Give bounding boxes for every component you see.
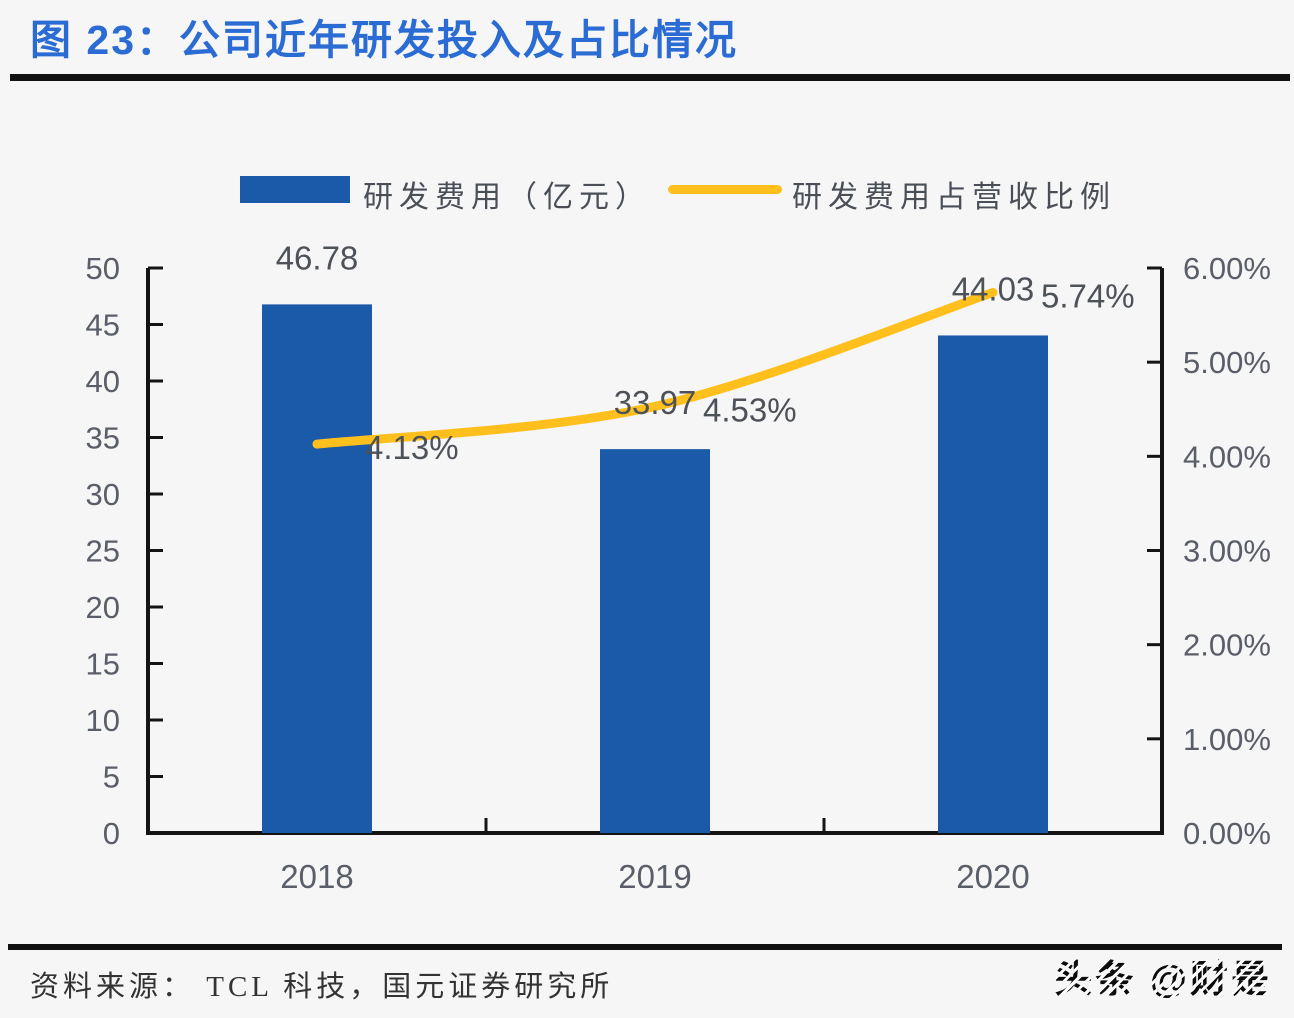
bar-value-label-2020: 44.03 bbox=[952, 270, 1035, 307]
title-divider bbox=[10, 74, 1290, 81]
watermark: 头条 @财是 bbox=[1054, 948, 1272, 1003]
legend-bar-swatch bbox=[240, 176, 350, 203]
legend-line-swatch bbox=[668, 185, 782, 194]
category-label-2020: 2020 bbox=[956, 858, 1029, 895]
left-axis-label: 5 bbox=[103, 760, 120, 795]
bar-2020 bbox=[938, 335, 1048, 833]
legend-bar-label: 研发费用（亿元） bbox=[363, 181, 651, 214]
ratio-line bbox=[312, 287, 998, 449]
left-axis-label: 30 bbox=[86, 477, 120, 512]
left-axis-label: 45 bbox=[86, 308, 120, 343]
left-axis-label: 10 bbox=[86, 703, 120, 738]
bar-2018 bbox=[262, 304, 372, 833]
line-value-label-2020: 5.74% bbox=[1041, 277, 1135, 314]
legend-line-label: 研发费用占营收比例 bbox=[792, 181, 1116, 214]
right-axis-label: 1.00% bbox=[1183, 722, 1271, 757]
right-axis-label: 3.00% bbox=[1183, 534, 1271, 569]
category-label-2019: 2019 bbox=[618, 858, 691, 895]
right-axis-label: 4.00% bbox=[1183, 439, 1271, 474]
footer-divider bbox=[8, 944, 1282, 950]
line-value-label-2019: 4.53% bbox=[703, 391, 797, 428]
left-axis-label: 0 bbox=[103, 816, 120, 851]
left-axis-label: 50 bbox=[86, 251, 120, 286]
bar-value-label-2019: 33.97 bbox=[614, 384, 697, 421]
left-axis-label: 40 bbox=[86, 364, 120, 399]
left-axis-label: 20 bbox=[86, 590, 120, 625]
line-value-label-2018: 4.13% bbox=[365, 429, 459, 466]
bar-2019 bbox=[600, 449, 710, 833]
right-axis-label: 5.00% bbox=[1183, 345, 1271, 380]
right-axis-label: 2.00% bbox=[1183, 628, 1271, 663]
left-axis-label: 35 bbox=[86, 421, 120, 456]
right-axis-label: 6.00% bbox=[1183, 251, 1271, 286]
left-axis-label: 25 bbox=[86, 534, 120, 569]
bar-value-label-2018: 46.78 bbox=[276, 239, 359, 276]
source-note: 资料来源： TCL 科技，国元证券研究所 bbox=[30, 971, 614, 1003]
category-label-2018: 2018 bbox=[280, 858, 353, 895]
right-axis-label: 0.00% bbox=[1183, 816, 1271, 851]
left-axis-label: 15 bbox=[86, 647, 120, 682]
figure-title: 图 23：公司近年研发投入及占比情况 bbox=[30, 17, 738, 63]
